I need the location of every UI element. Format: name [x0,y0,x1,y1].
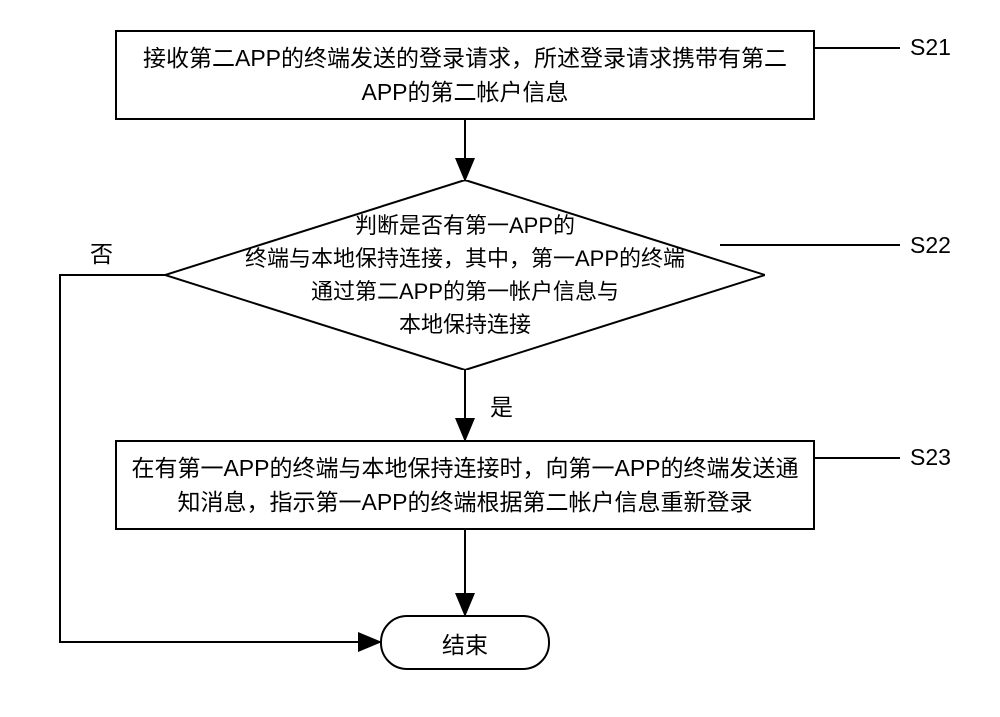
node-end: 结束 [380,615,550,670]
node-s22-text: 判断是否有第一APP的 终端与本地保持连接，其中，第一APP的终端 通过第二AP… [165,180,765,370]
edge-label-no: 否 [90,235,113,269]
step-label-s22: S22 [910,232,951,259]
node-s22: 判断是否有第一APP的 终端与本地保持连接，其中，第一APP的终端 通过第二AP… [165,180,765,370]
node-s21-text: 接收第二APP的终端发送的登录请求，所述登录请求携带有第二APP的第二帐户信息 [129,41,801,110]
edge-label-yes: 是 [490,388,513,422]
node-end-text: 结束 [442,626,488,660]
flowchart-canvas: 接收第二APP的终端发送的登录请求，所述登录请求携带有第二APP的第二帐户信息 … [0,0,1000,717]
step-label-s23: S23 [910,444,951,471]
node-s21: 接收第二APP的终端发送的登录请求，所述登录请求携带有第二APP的第二帐户信息 [115,30,815,120]
node-s23-text: 在有第一APP的终端与本地保持连接时，向第一APP的终端发送通知消息，指示第一A… [129,451,801,520]
step-label-s21: S21 [910,34,951,61]
node-s23: 在有第一APP的终端与本地保持连接时，向第一APP的终端发送通知消息，指示第一A… [115,440,815,530]
